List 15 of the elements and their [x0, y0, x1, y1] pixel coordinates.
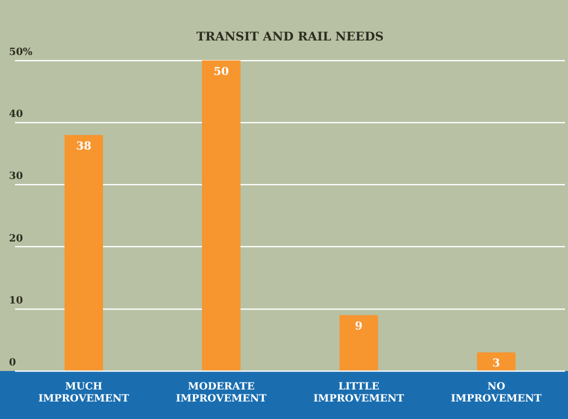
- y-tick-label: 20: [9, 233, 23, 244]
- data-label: 38: [76, 139, 92, 152]
- x-tick-label: LITTLE IMPROVEMENT: [313, 382, 405, 405]
- y-tick-label: 0: [9, 358, 16, 369]
- x-tick-label: MUCH IMPROVEMENT: [38, 382, 130, 405]
- y-tick-label: 50%: [9, 46, 33, 58]
- data-label: 50: [214, 64, 230, 78]
- data-label: 3: [492, 356, 500, 370]
- y-tick-label: 40: [9, 109, 23, 120]
- x-tick-label: MODERATE IMPROVEMENT: [176, 382, 268, 405]
- y-tick-label: 30: [9, 171, 23, 182]
- x-tick-label: NO IMPROVEMENT: [450, 382, 542, 405]
- data-label: 9: [354, 319, 363, 332]
- chart-title: TRANSIT AND RAIL NEEDS: [196, 29, 384, 44]
- y-tick-label: 10: [9, 295, 23, 306]
